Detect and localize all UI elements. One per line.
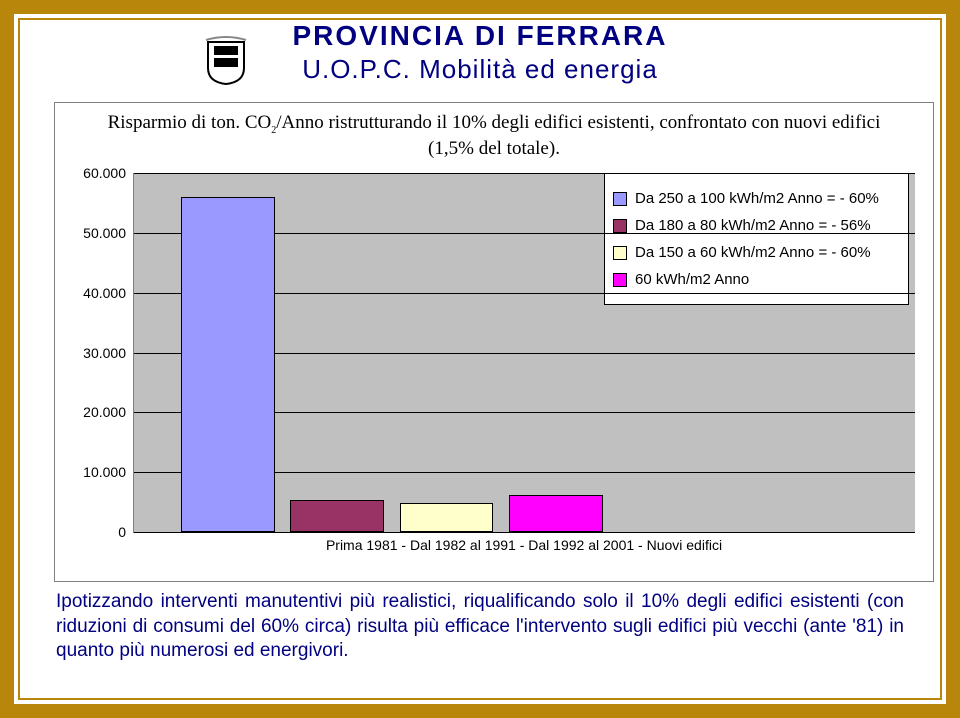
legend-swatch xyxy=(613,219,627,233)
plot-wrap: Da 250 a 100 kWh/m2 Anno = - 60% Da 180 a… xyxy=(73,173,915,551)
bar xyxy=(400,503,494,532)
legend-label: Da 250 a 100 kWh/m2 Anno = - 60% xyxy=(635,190,879,207)
bar xyxy=(181,197,275,532)
gridline xyxy=(134,173,915,174)
y-tick-label: 50.000 xyxy=(83,225,134,241)
legend-label: Da 180 a 80 kWh/m2 Anno = - 56% xyxy=(635,217,871,234)
legend-label: 60 kWh/m2 Anno xyxy=(635,271,749,288)
y-tick-label: 30.000 xyxy=(83,345,134,361)
y-tick-label: 20.000 xyxy=(83,404,134,420)
legend-item: 60 kWh/m2 Anno xyxy=(613,271,900,288)
bar xyxy=(509,495,603,532)
y-tick-label: 60.000 xyxy=(83,165,134,181)
footer-text: Ipotizzando interventi manutentivi più r… xyxy=(56,590,904,664)
title-line-1: PROVINCIA DI FERRARA xyxy=(14,20,946,52)
legend-item: Da 180 a 80 kWh/m2 Anno = - 56% xyxy=(613,217,900,234)
legend-swatch xyxy=(613,192,627,206)
y-tick-label: 10.000 xyxy=(83,464,134,480)
panel-title-pre: Risparmio di ton. CO xyxy=(108,112,272,133)
plot-area: Da 250 a 100 kWh/m2 Anno = - 60% Da 180 a… xyxy=(133,173,915,533)
y-tick-label: 0 xyxy=(118,524,134,540)
legend-item: Da 250 a 100 kWh/m2 Anno = - 60% xyxy=(613,190,900,207)
legend-item: Da 150 a 60 kWh/m2 Anno = - 60% xyxy=(613,244,900,261)
panel-title-post: /Anno ristrutturando il 10% degli edific… xyxy=(276,112,880,159)
header: PROVINCIA DI FERRARA U.O.P.C. Mobilità e… xyxy=(14,20,946,85)
y-tick-label: 40.000 xyxy=(83,285,134,301)
legend-swatch xyxy=(613,273,627,287)
gridline xyxy=(134,532,915,533)
legend: Da 250 a 100 kWh/m2 Anno = - 60% Da 180 a… xyxy=(604,173,909,305)
bar xyxy=(290,500,384,532)
slide-frame: PROVINCIA DI FERRARA U.O.P.C. Mobilità e… xyxy=(0,0,960,718)
crest-icon xyxy=(204,36,248,86)
title-line-2: U.O.P.C. Mobilità ed energia xyxy=(14,54,946,85)
chart-panel: Risparmio di ton. CO2/Anno ristrutturand… xyxy=(54,102,934,582)
x-axis-caption: Prima 1981 - Dal 1982 al 1991 - Dal 1992… xyxy=(133,537,915,553)
panel-title: Risparmio di ton. CO2/Anno ristrutturand… xyxy=(85,111,903,161)
legend-swatch xyxy=(613,246,627,260)
legend-label: Da 150 a 60 kWh/m2 Anno = - 60% xyxy=(635,244,871,261)
